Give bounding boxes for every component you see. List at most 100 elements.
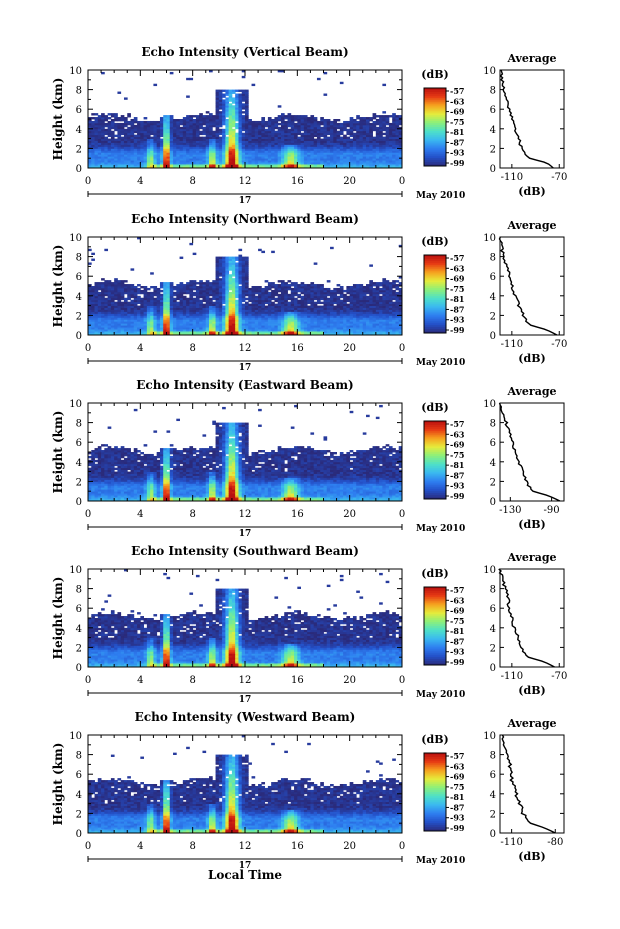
- heatmap-cell: [274, 284, 279, 287]
- heatmap-cell: [159, 146, 164, 149]
- heatmap-cell: [110, 282, 115, 285]
- heatmap-cell: [143, 136, 148, 139]
- heatmap-cell: [192, 150, 197, 153]
- heatmap-cell: [97, 136, 102, 139]
- heatmap-cell: [176, 154, 180, 157]
- heatmap-cell: [192, 152, 197, 155]
- heatmap-cell: [316, 77, 321, 81]
- x-tick-label: 8: [189, 176, 195, 187]
- heatmap-cell: [140, 152, 144, 155]
- heatmap-cell: [97, 126, 102, 130]
- heatmap-cell: [179, 134, 184, 138]
- heatmap-cell: [182, 142, 187, 145]
- heatmap-cell: [313, 138, 318, 141]
- heatmap-cell: [173, 134, 177, 138]
- heatmap-cell: [91, 152, 95, 155]
- heatmap-cell: [205, 130, 210, 134]
- heatmap-cell: [179, 166, 184, 169]
- heatmap-cell: [271, 289, 275, 293]
- heatmap-cell: [241, 103, 246, 106]
- heatmap-cell: [205, 128, 210, 132]
- heatmap-cell: [195, 164, 200, 167]
- heatmap-cell: [300, 115, 305, 118]
- heatmap-cell: [140, 126, 144, 130]
- heatmap-cell: [320, 301, 324, 305]
- heatmap-cell: [209, 134, 213, 138]
- heatmap-cell: [130, 158, 135, 161]
- heatmap-cell: [97, 166, 102, 169]
- heatmap-cell: [264, 305, 269, 308]
- heatmap-cell: [104, 136, 109, 139]
- heatmap-cell: [218, 256, 223, 259]
- heatmap-cell: [189, 160, 194, 163]
- heatmap-cell: [241, 111, 246, 114]
- heatmap-cell: [199, 120, 203, 124]
- heatmap-cell: [297, 293, 301, 297]
- heatmap-cell: [130, 284, 135, 287]
- heatmap-cell: [146, 122, 151, 126]
- heatmap-cell: [94, 150, 99, 153]
- heatmap-cell: [143, 164, 148, 167]
- heatmap-cell: [137, 166, 141, 169]
- heatmap-cell: [97, 156, 102, 159]
- heatmap-cell: [130, 152, 135, 155]
- heatmap-cell: [346, 120, 351, 124]
- heatmap-cell: [150, 126, 154, 130]
- heatmap-cell: [343, 293, 347, 297]
- heatmap-cell: [261, 287, 266, 291]
- heatmap-cell: [346, 286, 351, 289]
- heatmap-cell: [127, 162, 131, 165]
- heatmap-cell: [195, 120, 200, 124]
- heatmap-cell: [199, 148, 203, 151]
- heatmap-cell: [114, 154, 118, 157]
- heatmap-cell: [104, 122, 109, 126]
- heatmap-cell: [284, 282, 288, 285]
- heatmap-cell: [156, 138, 161, 141]
- heatmap-cell: [169, 140, 174, 143]
- heatmap-cell: [153, 132, 158, 136]
- heatmap-cell: [110, 134, 115, 138]
- heatmap-cell: [130, 132, 135, 136]
- heatmap-cell: [349, 117, 354, 120]
- heatmap-cell: [303, 115, 308, 118]
- heatmap-cell: [231, 256, 236, 259]
- heatmap-cell: [88, 134, 92, 138]
- heatmap-cell: [130, 138, 135, 141]
- heatmap-cell: [251, 83, 256, 87]
- heatmap-cell: [123, 150, 128, 153]
- heatmap-cell: [228, 103, 233, 106]
- heatmap-cell: [277, 126, 282, 130]
- heatmap-cell: [179, 140, 184, 143]
- heatmap-cell: [241, 75, 246, 79]
- heatmap-cell: [189, 152, 194, 155]
- heatmap-cell: [97, 154, 102, 157]
- heatmap-cell: [146, 160, 151, 163]
- heatmap-cell: [169, 115, 174, 118]
- heatmap-cell: [114, 160, 118, 163]
- heatmap-cell: [91, 140, 95, 143]
- heatmap-cell: [146, 156, 151, 159]
- heatmap-cell: [88, 154, 92, 157]
- heatmap-cell: [127, 113, 131, 116]
- heatmap-cell: [140, 166, 144, 169]
- heatmap-cell: [173, 142, 177, 145]
- heatmap-cell: [140, 162, 144, 165]
- heatmap-cell: [222, 93, 226, 96]
- heatmap-cell: [127, 166, 131, 169]
- heatmap-cell: [104, 119, 109, 122]
- heatmap-cell: [107, 120, 112, 124]
- heatmap-cell: [114, 142, 118, 145]
- heatmap-cell: [192, 291, 197, 295]
- heatmap-cell: [192, 120, 197, 124]
- heatmap-cell: [127, 301, 131, 305]
- heatmap-cell: [101, 132, 105, 136]
- heatmap-cell: [140, 297, 144, 301]
- heatmap-cell: [202, 150, 207, 153]
- heatmap-cell: [179, 150, 184, 153]
- heatmap-cell: [209, 150, 213, 153]
- heatmap-cell: [179, 148, 184, 151]
- heatmap-cell: [228, 291, 233, 295]
- heatmap-cell: [117, 136, 122, 139]
- heatmap-cell: [133, 160, 138, 163]
- heatmap-cell: [238, 248, 243, 252]
